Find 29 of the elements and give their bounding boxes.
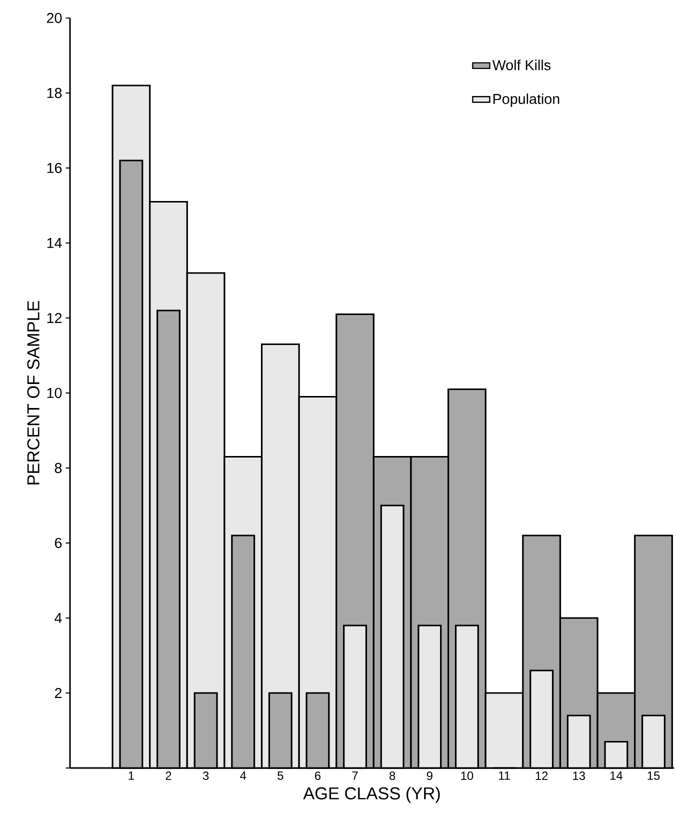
x-tick-label: 12 — [536, 772, 548, 780]
x-tick-label: 3 — [202, 772, 209, 780]
x-tick-label: 6 — [315, 772, 321, 780]
y-tick-label: 14 — [47, 238, 62, 248]
x-tick-label: 4 — [240, 772, 246, 780]
x-tick-label: 1 — [128, 772, 134, 780]
y-axis-title: PERCENT OF SAMPLE — [27, 300, 40, 484]
legend-label: Wolf Kills — [492, 60, 550, 70]
y-tick-label: 16 — [47, 162, 62, 174]
y-tick-label: 8 — [54, 462, 62, 474]
x-tick-label: 10 — [461, 772, 474, 780]
y-tick-label: 4 — [54, 613, 62, 623]
x-tick-label: 11 — [498, 772, 510, 780]
x-tick-label: 5 — [278, 772, 284, 780]
y-tick-label: 6 — [54, 538, 62, 548]
y-tick-label: 20 — [46, 12, 62, 24]
x-tick-label: 14 — [610, 772, 622, 780]
x-tick-label: 7 — [352, 772, 358, 780]
x-tick-label: 8 — [390, 772, 396, 780]
x-tick-label: 9 — [426, 772, 432, 780]
y-tick-label: 2 — [54, 688, 62, 698]
x-tick-label: 15 — [648, 772, 660, 780]
y-tick-label: 18 — [47, 88, 62, 98]
x-axis-title: AGE CLASS (YR) — [303, 786, 440, 803]
legend-label: Population — [493, 93, 560, 107]
y-tick-label: 10 — [47, 388, 62, 398]
x-tick-label: 2 — [166, 772, 172, 780]
y-tick-label: 12 — [47, 312, 62, 324]
x-tick-label: 13 — [573, 772, 585, 780]
